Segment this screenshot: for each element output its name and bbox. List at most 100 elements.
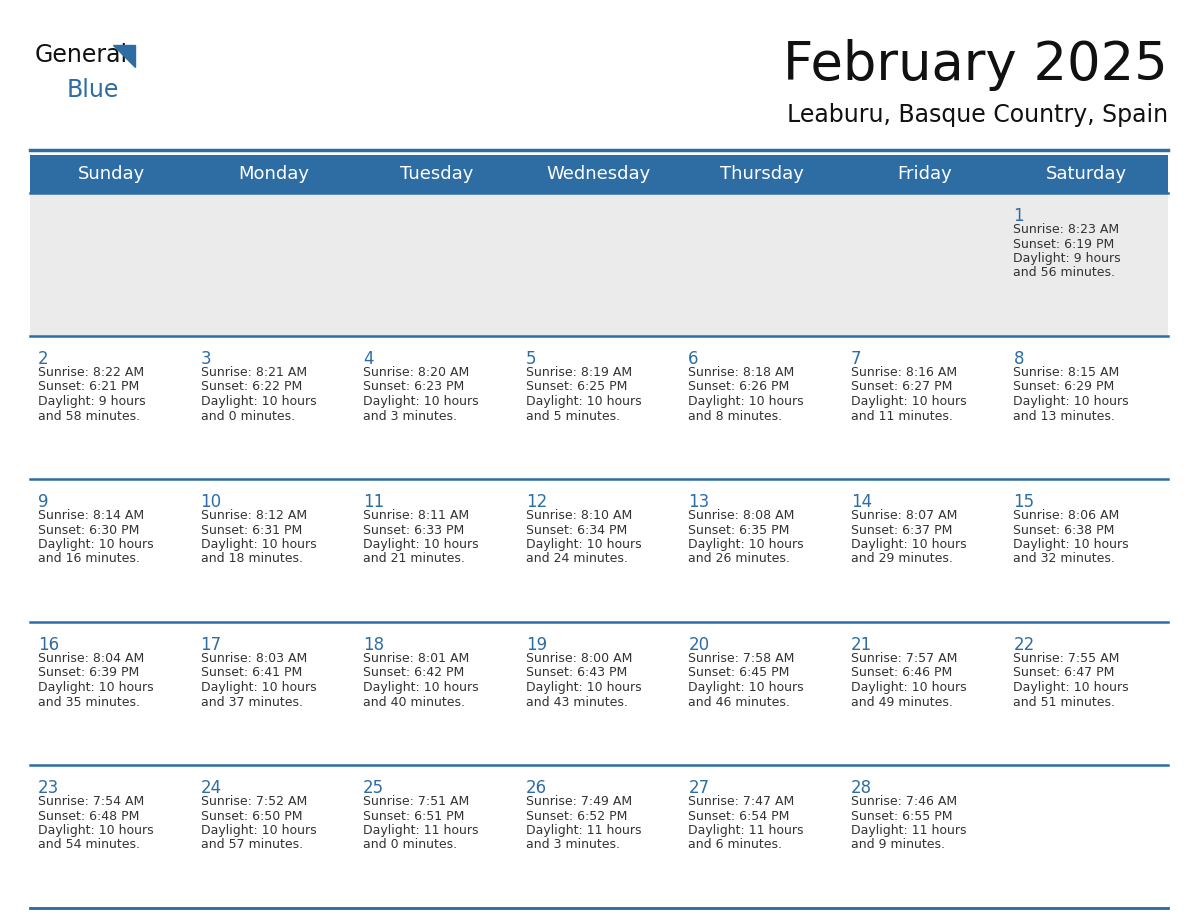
Text: Sunrise: 7:52 AM: Sunrise: 7:52 AM	[201, 795, 307, 808]
Text: Daylight: 11 hours: Daylight: 11 hours	[688, 824, 804, 837]
Text: 6: 6	[688, 350, 699, 368]
Text: Sunset: 6:30 PM: Sunset: 6:30 PM	[38, 523, 139, 536]
Text: Tuesday: Tuesday	[399, 165, 473, 183]
Text: Daylight: 10 hours: Daylight: 10 hours	[38, 824, 153, 837]
Text: Daylight: 9 hours: Daylight: 9 hours	[38, 395, 146, 408]
Text: and 37 minutes.: and 37 minutes.	[201, 696, 303, 709]
Text: Sunset: 6:21 PM: Sunset: 6:21 PM	[38, 380, 139, 394]
Text: Sunset: 6:29 PM: Sunset: 6:29 PM	[1013, 380, 1114, 394]
Text: Sunset: 6:19 PM: Sunset: 6:19 PM	[1013, 238, 1114, 251]
Text: Sunset: 6:48 PM: Sunset: 6:48 PM	[38, 810, 139, 823]
Text: and 40 minutes.: and 40 minutes.	[364, 696, 466, 709]
Bar	[30, 193, 1168, 336]
Text: 16: 16	[38, 636, 59, 654]
Text: and 0 minutes.: and 0 minutes.	[201, 409, 295, 422]
Text: Sunset: 6:25 PM: Sunset: 6:25 PM	[526, 380, 627, 394]
Text: Daylight: 11 hours: Daylight: 11 hours	[851, 824, 966, 837]
Text: Sunset: 6:42 PM: Sunset: 6:42 PM	[364, 666, 465, 679]
Text: and 35 minutes.: and 35 minutes.	[38, 696, 140, 709]
Text: Wednesday: Wednesday	[546, 165, 651, 183]
Text: Sunset: 6:39 PM: Sunset: 6:39 PM	[38, 666, 139, 679]
Text: Sunrise: 8:08 AM: Sunrise: 8:08 AM	[688, 509, 795, 522]
Text: Sunrise: 8:01 AM: Sunrise: 8:01 AM	[364, 652, 469, 665]
Text: and 24 minutes.: and 24 minutes.	[526, 553, 627, 565]
Text: 9: 9	[38, 493, 49, 511]
Text: Sunset: 6:27 PM: Sunset: 6:27 PM	[851, 380, 953, 394]
Text: Sunset: 6:34 PM: Sunset: 6:34 PM	[526, 523, 627, 536]
Text: Sunset: 6:47 PM: Sunset: 6:47 PM	[1013, 666, 1114, 679]
Text: Sunrise: 8:20 AM: Sunrise: 8:20 AM	[364, 366, 469, 379]
Text: and 46 minutes.: and 46 minutes.	[688, 696, 790, 709]
Text: Sunset: 6:33 PM: Sunset: 6:33 PM	[364, 523, 465, 536]
Text: and 0 minutes.: and 0 minutes.	[364, 838, 457, 852]
Text: and 3 minutes.: and 3 minutes.	[526, 838, 620, 852]
Text: Sunrise: 7:54 AM: Sunrise: 7:54 AM	[38, 795, 144, 808]
Text: 23: 23	[38, 779, 59, 797]
Text: Daylight: 10 hours: Daylight: 10 hours	[201, 824, 316, 837]
Text: Daylight: 10 hours: Daylight: 10 hours	[526, 395, 642, 408]
Text: Daylight: 10 hours: Daylight: 10 hours	[526, 538, 642, 551]
Text: Sunrise: 8:12 AM: Sunrise: 8:12 AM	[201, 509, 307, 522]
Text: Sunrise: 8:18 AM: Sunrise: 8:18 AM	[688, 366, 795, 379]
Text: and 43 minutes.: and 43 minutes.	[526, 696, 627, 709]
Text: and 13 minutes.: and 13 minutes.	[1013, 409, 1116, 422]
Text: General: General	[34, 43, 128, 67]
Text: Sunrise: 8:21 AM: Sunrise: 8:21 AM	[201, 366, 307, 379]
Text: and 21 minutes.: and 21 minutes.	[364, 553, 465, 565]
Text: and 51 minutes.: and 51 minutes.	[1013, 696, 1116, 709]
Text: 26: 26	[526, 779, 546, 797]
Text: Sunrise: 8:23 AM: Sunrise: 8:23 AM	[1013, 223, 1119, 236]
Text: and 5 minutes.: and 5 minutes.	[526, 409, 620, 422]
Text: 3: 3	[201, 350, 211, 368]
Text: Daylight: 10 hours: Daylight: 10 hours	[364, 395, 479, 408]
Text: and 54 minutes.: and 54 minutes.	[38, 838, 140, 852]
Text: 22: 22	[1013, 636, 1035, 654]
Text: Sunrise: 8:04 AM: Sunrise: 8:04 AM	[38, 652, 144, 665]
Text: Sunset: 6:54 PM: Sunset: 6:54 PM	[688, 810, 790, 823]
Text: Sunset: 6:51 PM: Sunset: 6:51 PM	[364, 810, 465, 823]
Text: Sunrise: 7:58 AM: Sunrise: 7:58 AM	[688, 652, 795, 665]
Text: Daylight: 10 hours: Daylight: 10 hours	[201, 395, 316, 408]
Text: Sunset: 6:52 PM: Sunset: 6:52 PM	[526, 810, 627, 823]
Text: Daylight: 10 hours: Daylight: 10 hours	[688, 538, 804, 551]
Text: Sunset: 6:55 PM: Sunset: 6:55 PM	[851, 810, 953, 823]
Text: Daylight: 10 hours: Daylight: 10 hours	[38, 681, 153, 694]
Text: Daylight: 10 hours: Daylight: 10 hours	[688, 395, 804, 408]
Text: Sunset: 6:38 PM: Sunset: 6:38 PM	[1013, 523, 1114, 536]
Text: 1: 1	[1013, 207, 1024, 225]
Text: Sunset: 6:50 PM: Sunset: 6:50 PM	[201, 810, 302, 823]
Text: 13: 13	[688, 493, 709, 511]
Text: 10: 10	[201, 493, 222, 511]
Text: Sunrise: 8:07 AM: Sunrise: 8:07 AM	[851, 509, 958, 522]
Text: 24: 24	[201, 779, 222, 797]
Text: and 57 minutes.: and 57 minutes.	[201, 838, 303, 852]
Text: Daylight: 10 hours: Daylight: 10 hours	[364, 538, 479, 551]
Text: Sunrise: 7:51 AM: Sunrise: 7:51 AM	[364, 795, 469, 808]
Text: 17: 17	[201, 636, 222, 654]
Text: Daylight: 10 hours: Daylight: 10 hours	[851, 538, 967, 551]
Text: Daylight: 10 hours: Daylight: 10 hours	[1013, 538, 1129, 551]
Text: Sunrise: 8:16 AM: Sunrise: 8:16 AM	[851, 366, 958, 379]
Text: Sunset: 6:46 PM: Sunset: 6:46 PM	[851, 666, 952, 679]
Text: Daylight: 9 hours: Daylight: 9 hours	[1013, 252, 1121, 265]
Text: Daylight: 10 hours: Daylight: 10 hours	[1013, 681, 1129, 694]
Text: Sunset: 6:45 PM: Sunset: 6:45 PM	[688, 666, 790, 679]
Text: Friday: Friday	[897, 165, 952, 183]
Text: Sunset: 6:43 PM: Sunset: 6:43 PM	[526, 666, 627, 679]
Text: 19: 19	[526, 636, 546, 654]
Text: 8: 8	[1013, 350, 1024, 368]
Text: Daylight: 10 hours: Daylight: 10 hours	[851, 681, 967, 694]
Text: Daylight: 10 hours: Daylight: 10 hours	[688, 681, 804, 694]
Text: Daylight: 11 hours: Daylight: 11 hours	[526, 824, 642, 837]
Text: Sunday: Sunday	[77, 165, 145, 183]
Text: February 2025: February 2025	[783, 39, 1168, 91]
Text: 21: 21	[851, 636, 872, 654]
Text: 11: 11	[364, 493, 385, 511]
Bar	[30, 622, 1168, 765]
Text: Daylight: 10 hours: Daylight: 10 hours	[526, 681, 642, 694]
Text: 14: 14	[851, 493, 872, 511]
Text: Sunrise: 8:14 AM: Sunrise: 8:14 AM	[38, 509, 144, 522]
Text: Sunrise: 8:15 AM: Sunrise: 8:15 AM	[1013, 366, 1119, 379]
Text: Sunrise: 8:00 AM: Sunrise: 8:00 AM	[526, 652, 632, 665]
Text: 7: 7	[851, 350, 861, 368]
